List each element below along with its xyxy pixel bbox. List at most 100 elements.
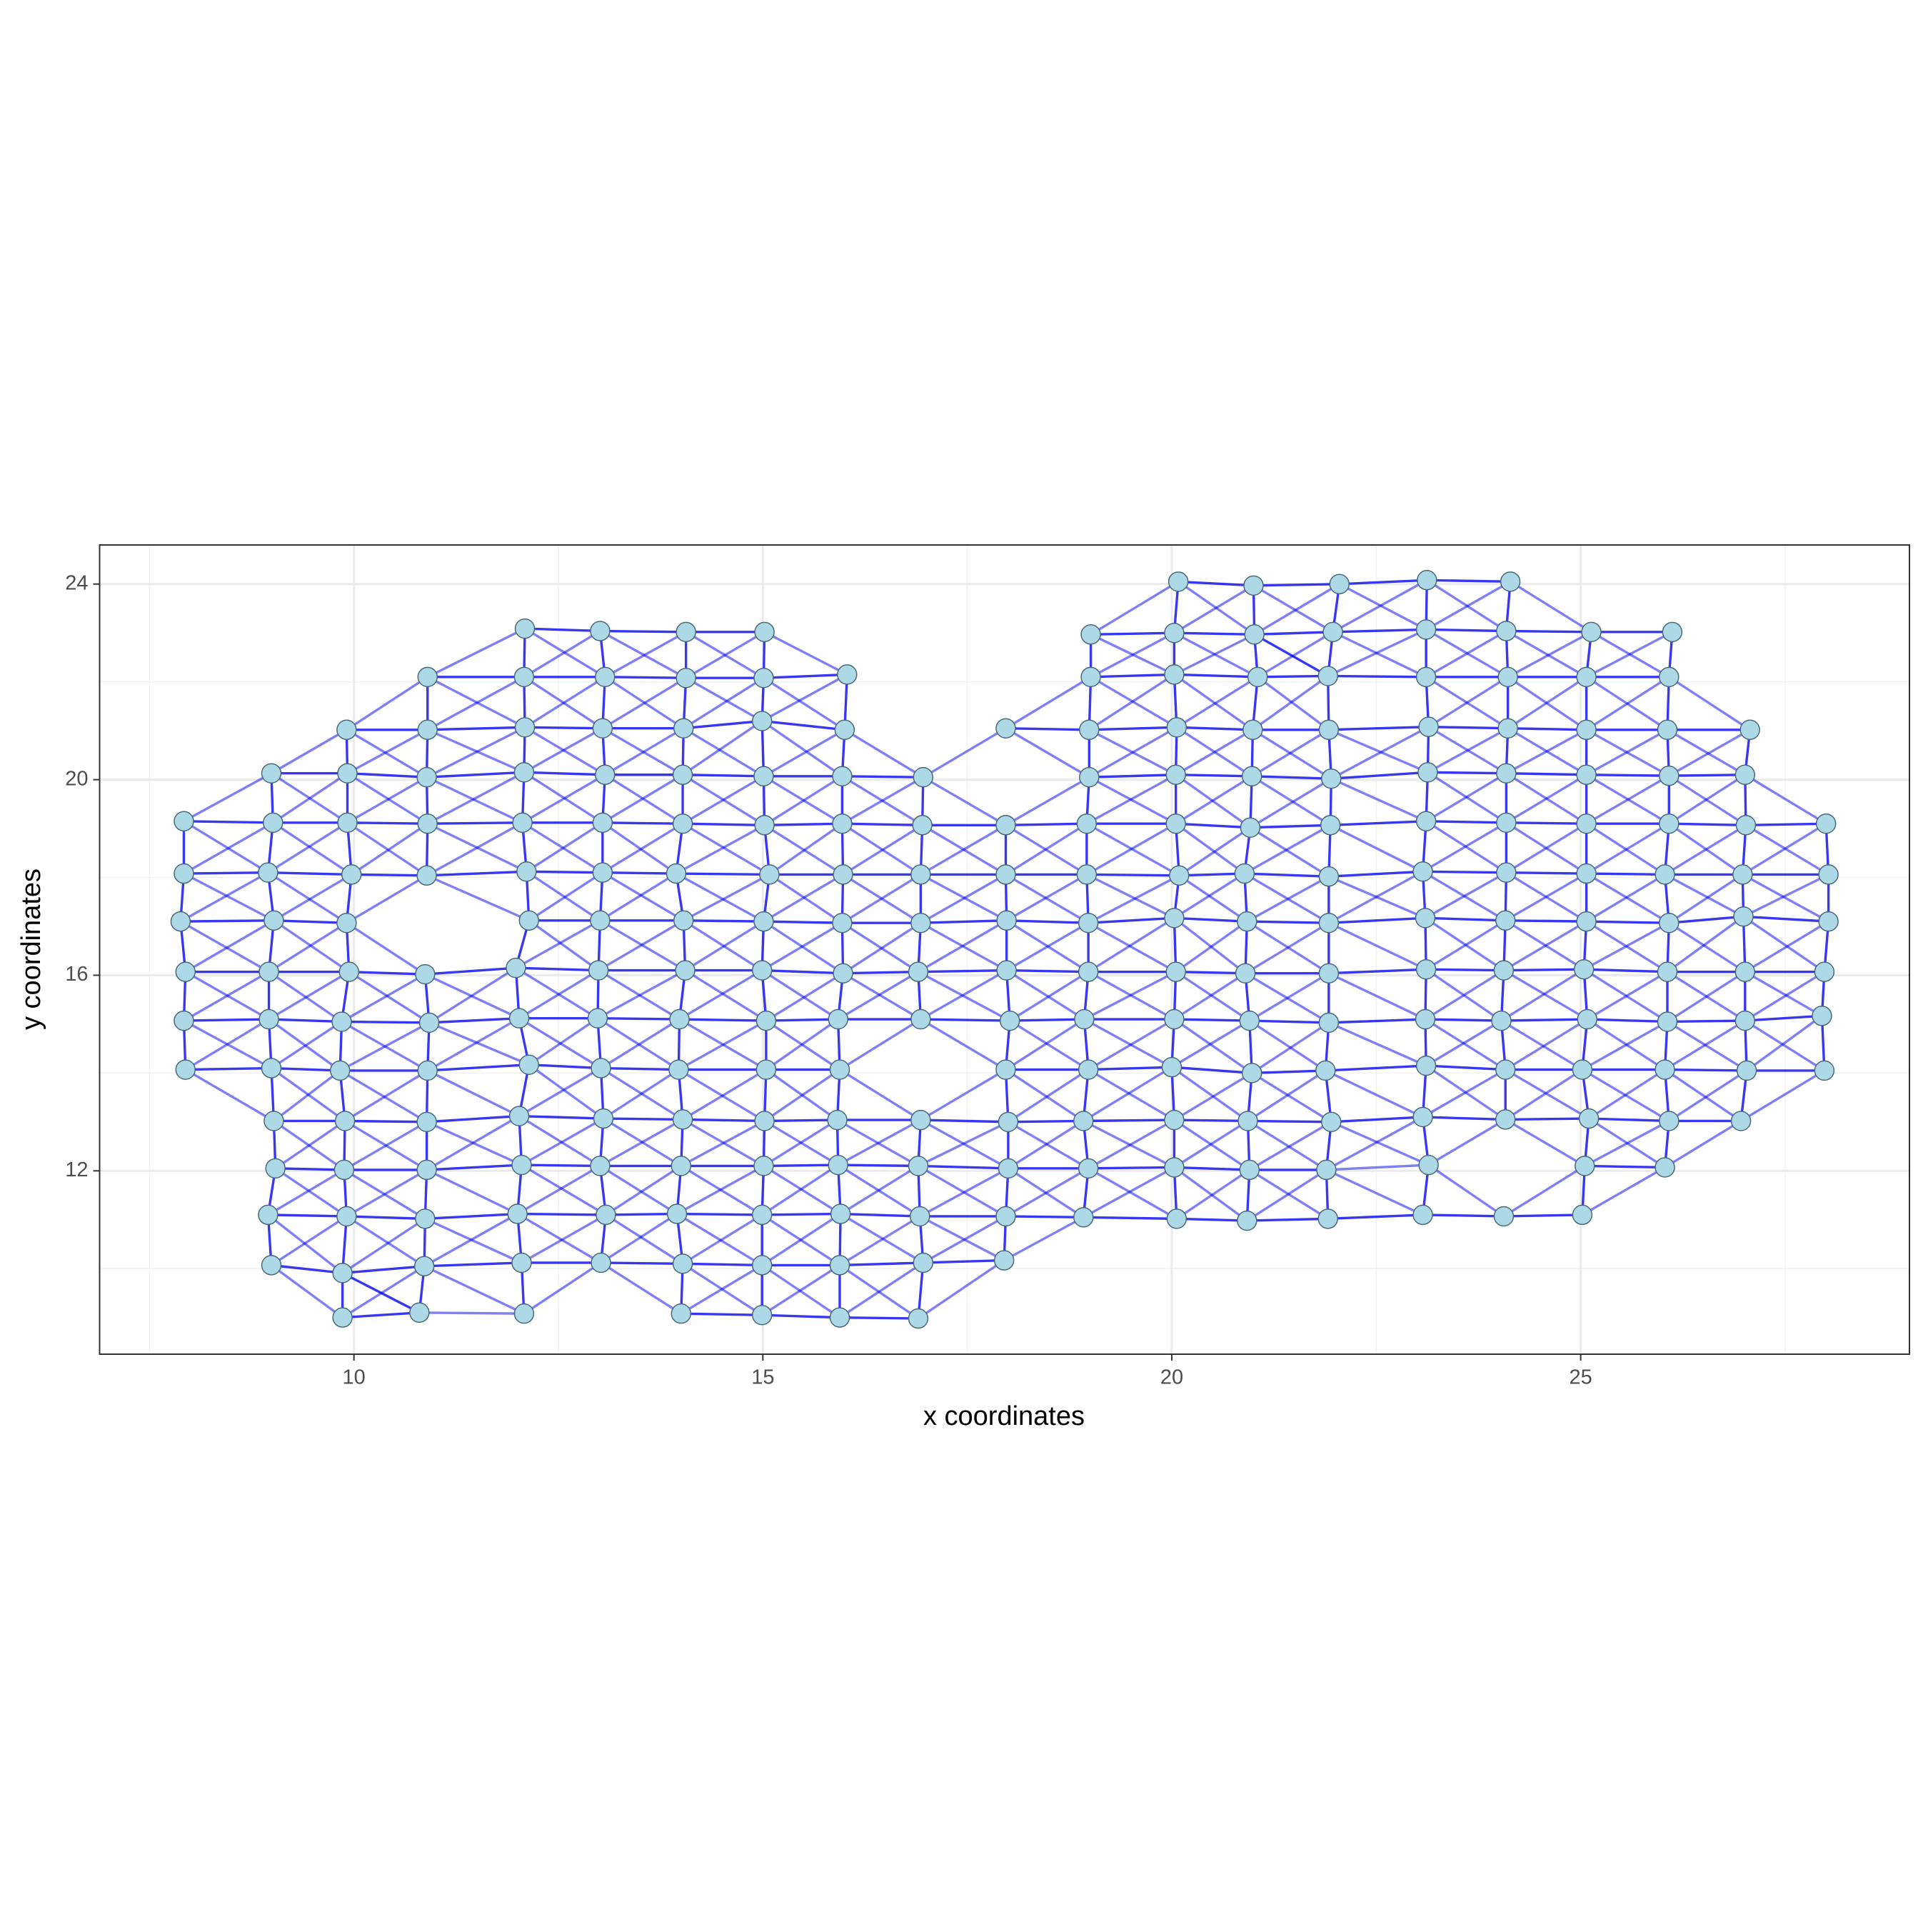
node [1078,1059,1099,1080]
edge [428,966,517,1024]
edge [341,1265,426,1319]
node [1418,716,1439,737]
edge [346,776,428,824]
node [753,1156,774,1176]
edge [426,627,526,679]
node [910,1109,931,1131]
node [1164,664,1185,685]
edge [1248,972,1330,1022]
edge [516,1164,601,1215]
node [1734,764,1756,786]
edge [763,729,845,778]
edge [763,775,843,826]
edge [183,971,270,1022]
node [417,719,438,741]
edge [837,1118,922,1166]
edge [919,1167,1009,1218]
edge [1583,921,1670,971]
edge [601,1066,679,1071]
edge [838,1163,918,1168]
edge [1083,1216,1177,1221]
node [263,1111,284,1131]
edge [1585,631,1673,679]
edge [528,919,600,971]
edge [1506,821,1587,825]
edge [426,1114,520,1123]
node [829,1307,850,1328]
edge [428,1016,520,1024]
node [671,1303,692,1324]
edge [1325,1064,1427,1072]
node [1812,1006,1832,1026]
edge [521,1213,607,1264]
edge [917,1259,1005,1320]
edge [1088,1018,1175,1071]
node [1165,961,1186,982]
edge [682,775,765,825]
edge [1083,1166,1175,1218]
node [518,1054,540,1075]
node [755,1010,777,1031]
node [416,865,437,886]
edge [683,676,765,730]
node [998,1158,1019,1179]
edge [1007,1120,1085,1170]
edge [920,1068,1007,1121]
edge [267,1168,345,1216]
node [1415,959,1437,980]
edge [346,1215,426,1268]
node [1657,961,1678,982]
edge [761,720,843,778]
node [1495,1059,1516,1080]
node [995,1059,1016,1080]
edge [1326,1163,1429,1171]
node [1496,812,1517,834]
edge [1426,968,1504,972]
edge [597,969,686,1020]
edge [1330,726,1430,780]
edge [1179,872,1245,877]
edge [1331,1116,1423,1123]
edge [1178,580,1254,587]
node [1655,1157,1675,1178]
edge [1175,822,1245,875]
edge [1503,969,1588,1021]
edge [425,1212,518,1221]
node [1493,960,1515,981]
node [1655,1059,1675,1080]
edge [1173,584,1255,634]
node [409,1302,430,1323]
edge [425,966,516,976]
panel-border [99,544,1910,1355]
edge [1330,777,1427,823]
node [1659,813,1680,834]
edge [1664,873,1744,918]
node [833,963,853,983]
node [1662,621,1683,643]
edge [1175,970,1246,975]
node [1164,1008,1185,1030]
edge [271,1215,348,1266]
edge [1328,870,1423,878]
node [1576,764,1597,786]
edge [274,1120,346,1170]
edge [1005,727,1090,731]
edge [521,774,606,824]
node [1581,621,1602,643]
node [337,812,358,834]
edge [602,871,676,875]
edge [683,719,763,730]
node [753,911,774,932]
edge [1083,1118,1175,1123]
edge [1507,727,1587,731]
edge [1586,971,1668,1021]
node [1316,1159,1337,1181]
edge [1005,676,1092,730]
node [828,1154,848,1176]
edge [1585,774,1670,825]
edge [761,719,845,731]
edge [1584,968,1668,973]
node [1315,1060,1336,1081]
node [1242,719,1263,741]
node [751,1255,773,1276]
